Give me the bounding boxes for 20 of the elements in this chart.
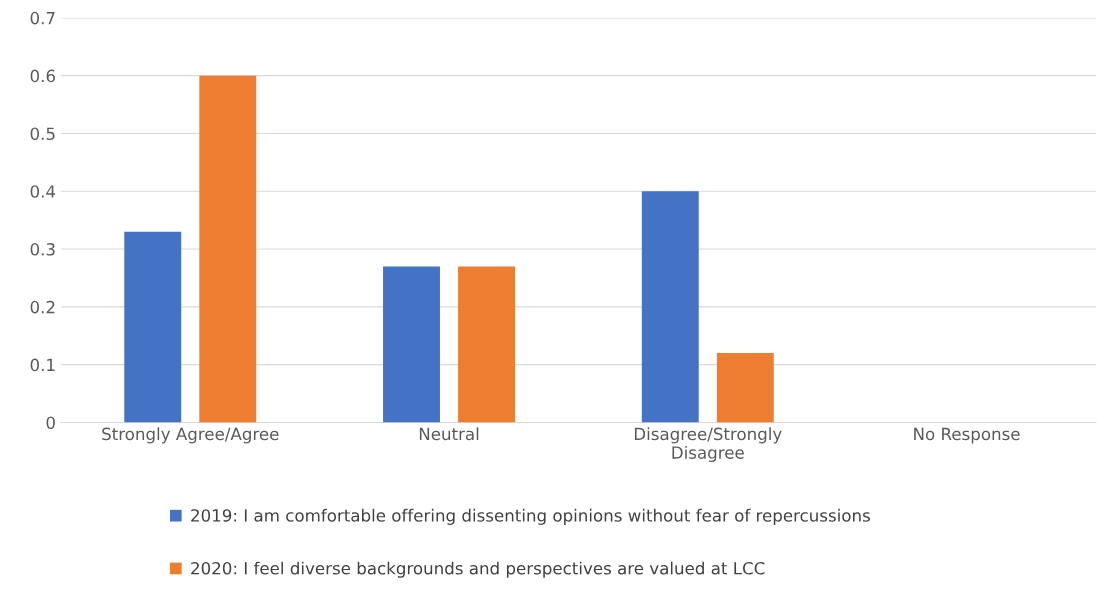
x-tick-label: Neutral [419, 427, 479, 441]
legend-label: 2020: I feel diverse backgrounds and perspectives are valued at LCC [191, 561, 765, 578]
bar [716, 353, 774, 423]
y-tick-label: 0.4 [30, 185, 56, 198]
x-tick-label: No Response [914, 427, 1020, 444]
y-tick-label: 0.6 [30, 69, 55, 83]
bar [199, 75, 257, 423]
legend-label: 2019: I am comfortable offering dissenting opinions without fear of repercussions [191, 508, 870, 525]
bar [458, 266, 516, 423]
y-tick-label: 0.7 [30, 11, 55, 25]
y-tick-label: 0.2 [30, 300, 55, 314]
bar [124, 231, 182, 423]
bar [641, 191, 699, 423]
bar [383, 266, 440, 423]
y-tick-label: 0 [46, 416, 55, 430]
x-tick-label: Disagree/Strongly Disagree [634, 427, 782, 463]
y-tick-label: 0.3 [30, 243, 55, 256]
y-tick-label: 0.5 [30, 127, 55, 141]
y-tick-label: 0.1 [30, 358, 55, 372]
x-tick-label: Strongly Agree/Agree [102, 427, 279, 444]
